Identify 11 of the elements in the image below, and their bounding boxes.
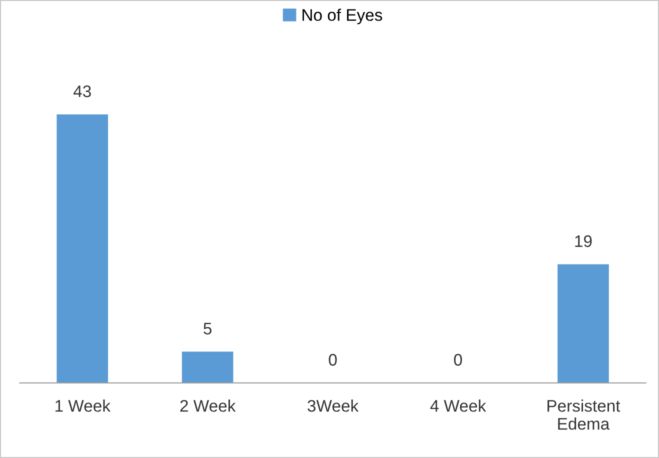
x-tick-label: 2 Week [180,400,236,412]
x-tick-label: Persistent Edema [548,400,620,430]
x-tick-label: 4 Week [430,400,486,412]
x-tick-label: 1 Week [56,400,111,412]
data-label: 19 [575,235,592,248]
legend-label: No of Eyes [302,8,382,24]
data-label: 0 [328,354,337,366]
x-tick-label: 3Week [308,400,359,412]
data-label: 43 [73,85,91,98]
data-label: 0 [454,354,462,366]
data-label: 5 [204,322,212,334]
